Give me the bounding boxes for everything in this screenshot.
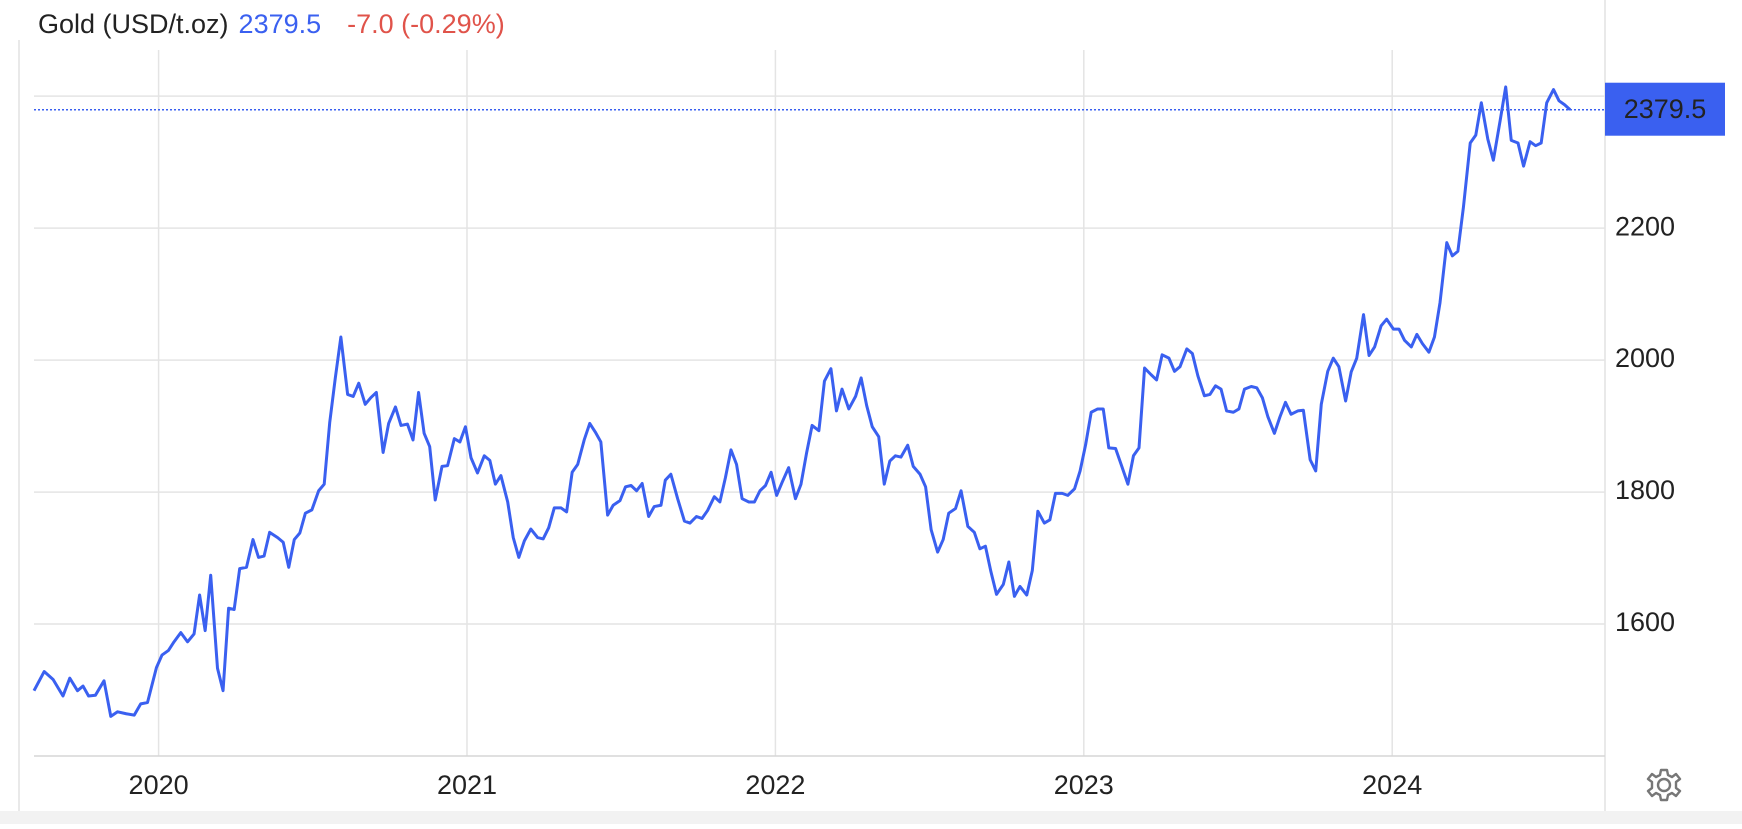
price-label: 2379.5 <box>1624 94 1707 124</box>
x-tick-label: 2022 <box>745 770 805 800</box>
x-tick-label: 2024 <box>1362 770 1422 800</box>
y-tick-label: 2200 <box>1615 211 1675 241</box>
header-change: -7.0 (-0.29%) <box>347 9 505 39</box>
x-tick-label: 2020 <box>129 770 189 800</box>
grid <box>34 50 1605 756</box>
settings-icon[interactable] <box>1646 768 1682 802</box>
y-tick-label: 1600 <box>1615 607 1675 637</box>
x-tick-label: 2023 <box>1054 770 1114 800</box>
plot <box>32 85 1605 718</box>
settings-icon-hub[interactable] <box>1656 777 1672 793</box>
price-line <box>32 85 1572 718</box>
settings-icon-gear[interactable] <box>1646 768 1682 802</box>
labels: 1600180020002200240020202021202220232024… <box>129 79 1725 800</box>
price-label-box <box>1605 82 1725 136</box>
chart-title: Gold (USD/t.oz) <box>38 9 229 39</box>
x-tick-label: 2021 <box>437 770 497 800</box>
header-price: 2379.5 <box>239 9 322 39</box>
y-tick-label: 2000 <box>1615 343 1675 373</box>
footer-strip <box>0 811 1742 824</box>
y-tick-label: 1800 <box>1615 475 1675 505</box>
